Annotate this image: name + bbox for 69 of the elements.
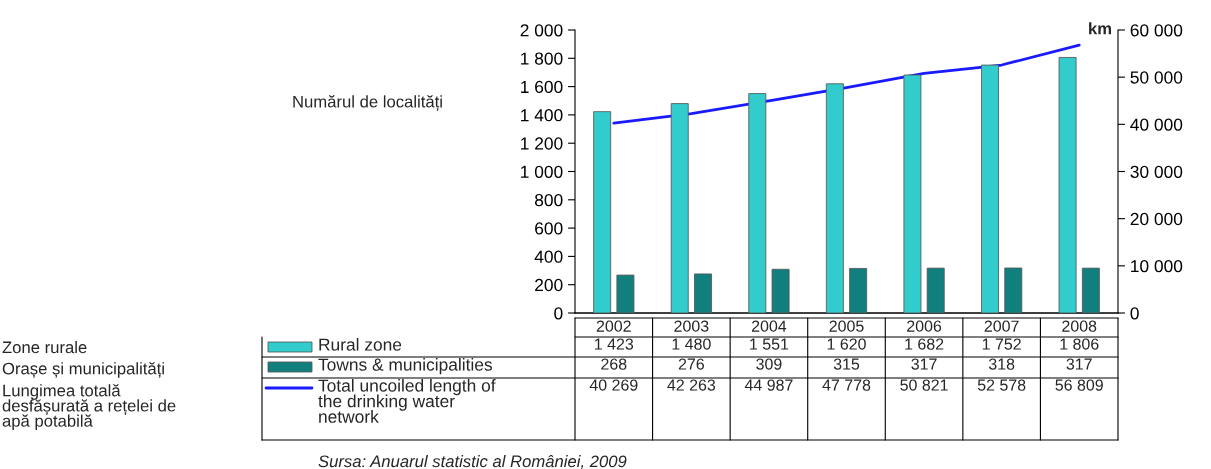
- data-label: 56 809: [1055, 379, 1103, 391]
- data-label: 1 620: [827, 338, 866, 350]
- x-tick-label: 2006: [907, 320, 942, 332]
- y2-tick-label: 10 000: [1131, 260, 1183, 273]
- y-tick-label: 0: [554, 307, 563, 320]
- y-tick-label: 800: [534, 193, 563, 207]
- bar: [593, 111, 612, 313]
- data-label: 40 269: [589, 379, 638, 391]
- data-label: 1 423: [595, 338, 634, 350]
- x-tick-label: 2002: [596, 320, 631, 332]
- x-tick-label: 2003: [674, 320, 709, 332]
- x-tick-label: 2008: [1062, 320, 1097, 332]
- y-tick-label: 400: [534, 250, 563, 263]
- y2-tick-label: 40 000: [1130, 118, 1183, 131]
- data-label: 268: [601, 358, 627, 370]
- bar: [771, 268, 790, 313]
- y-tick-label: 600: [535, 222, 563, 235]
- bar: [1058, 57, 1077, 313]
- y-tick-label: 1 600: [521, 80, 563, 94]
- bar: [748, 93, 767, 313]
- data-label: 1 551: [750, 338, 789, 350]
- data-label: 318: [988, 358, 1015, 370]
- y-tick-label: 1 200: [521, 137, 563, 150]
- y2-tick-label: 50 000: [1130, 71, 1183, 84]
- data-label: 315: [833, 358, 860, 370]
- data-label: 1 806: [1060, 338, 1099, 350]
- legend-label: Total uncoiled length of the drinking water network: [318, 379, 496, 423]
- y2-tick-label: 60 000: [1130, 24, 1183, 37]
- y-tick-label: 1 400: [521, 109, 563, 122]
- y-axis-title: Numărul de localități: [293, 95, 442, 111]
- bar: [1004, 267, 1023, 313]
- legend-label: Towns & municipalities: [318, 358, 493, 375]
- x-tick-label: 2005: [829, 320, 864, 332]
- data-label: 1 752: [982, 338, 1021, 350]
- y-tick-label: 1 000: [521, 165, 563, 178]
- y2-tick-label: 0: [1130, 307, 1139, 320]
- text: Orașe și municipalități: [2, 362, 164, 378]
- data-label: 1 480: [672, 338, 711, 350]
- y2-tick-label: 30 000: [1130, 165, 1183, 178]
- x-tick-label: 2007: [984, 320, 1019, 332]
- y2-tick-label: 20 000: [1130, 212, 1183, 226]
- bar: [825, 83, 844, 313]
- y-tick-label: 1 800: [521, 52, 563, 65]
- x-tick-label: 2004: [751, 320, 787, 332]
- y2-axis-title: km: [1089, 22, 1112, 35]
- bar: [694, 273, 712, 313]
- data-label: 44 987: [744, 379, 793, 391]
- text: Lungimea totală desfășurată a rețelei de apă potabilă: [2, 384, 176, 431]
- y-tick-label: 2 000: [520, 24, 563, 37]
- data-label: 309: [756, 358, 782, 370]
- bar: [903, 74, 922, 313]
- bar: [981, 64, 999, 313]
- data-label: 317: [911, 358, 937, 370]
- data-label: 276: [678, 358, 704, 370]
- text: Zone rurale: [2, 341, 87, 354]
- bar: [616, 274, 635, 313]
- data-label: 50 821: [900, 379, 948, 391]
- bar: [849, 268, 868, 313]
- text: Sursa: Anuarul statistic al României, 2009: [318, 454, 627, 469]
- bar: [670, 103, 689, 313]
- bar: [1081, 267, 1100, 313]
- bar: [926, 267, 945, 313]
- data-label: 317: [1066, 358, 1092, 370]
- legend-label: Rural zone: [319, 338, 402, 351]
- data-label: 1 682: [905, 338, 944, 350]
- data-label: 47 778: [822, 379, 871, 391]
- data-label: 42 263: [667, 379, 716, 391]
- data-label: 52 578: [977, 379, 1026, 391]
- y-tick-label: 200: [535, 278, 563, 292]
